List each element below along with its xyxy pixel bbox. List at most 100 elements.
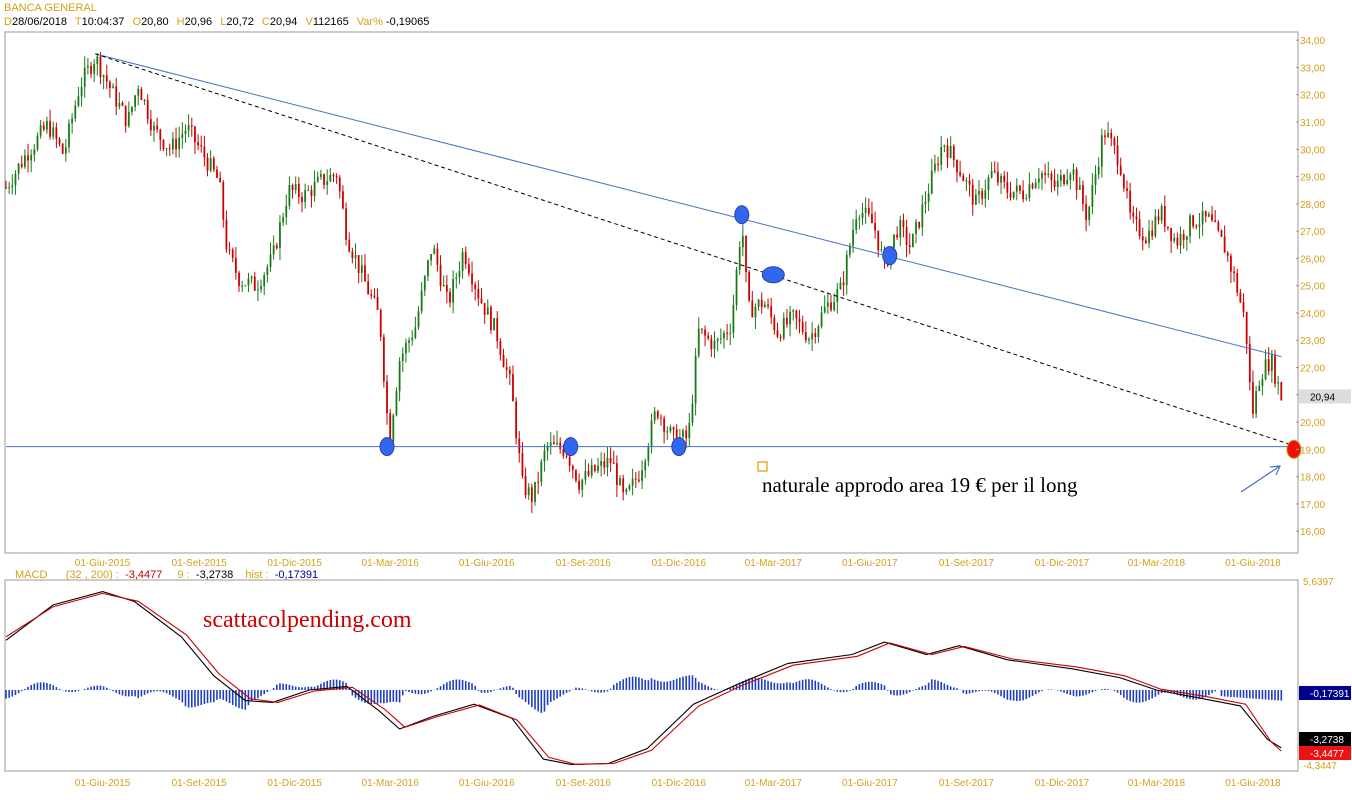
candle-body xyxy=(578,480,581,490)
candle-body xyxy=(1069,174,1072,181)
hist-value: -0,17391 xyxy=(274,569,319,581)
candle-body xyxy=(112,86,114,89)
candle-body xyxy=(313,181,316,197)
candle-body xyxy=(908,244,911,248)
candle-body xyxy=(1100,135,1103,167)
candle-body xyxy=(14,173,17,186)
candle-body xyxy=(1255,391,1258,414)
candle-body xyxy=(190,125,193,127)
macd-x-tick-label: 01-Mar-2018 xyxy=(1128,778,1186,789)
candle-body xyxy=(751,300,754,318)
candle-body xyxy=(149,119,152,131)
candle-body xyxy=(436,248,439,265)
candle-body xyxy=(389,413,392,441)
candle-body xyxy=(1078,185,1081,190)
candle-body xyxy=(329,174,332,182)
candle-body xyxy=(993,170,996,172)
candle-body xyxy=(656,411,659,418)
touch-marker xyxy=(671,437,687,457)
close-label: C xyxy=(261,16,270,28)
candle-body xyxy=(704,329,706,336)
candle-body xyxy=(587,471,590,476)
macd-params: (32 , 200) : xyxy=(65,569,119,581)
candle-body xyxy=(1025,198,1028,200)
candle-body xyxy=(1000,175,1002,183)
price-y-tick-label: 26,00 xyxy=(1300,254,1325,265)
candle-body xyxy=(981,191,984,199)
candle-body xyxy=(354,255,357,259)
candle-body xyxy=(814,333,817,337)
candle-body xyxy=(518,438,521,454)
candle-body xyxy=(46,120,48,130)
candle-body xyxy=(867,207,870,214)
price-layer xyxy=(5,52,1302,514)
candle-body xyxy=(1270,354,1273,372)
candle-body xyxy=(534,481,536,502)
candle-body xyxy=(310,189,313,197)
candle-body xyxy=(540,461,543,483)
candle-body xyxy=(1170,228,1172,241)
price-y-tick-label: 27,00 xyxy=(1300,227,1325,238)
candle-body xyxy=(1129,190,1132,213)
candle-body xyxy=(1261,379,1264,386)
candle-body xyxy=(1116,145,1119,166)
candle-body xyxy=(1160,206,1163,221)
candle-body xyxy=(102,75,105,78)
candle-body xyxy=(1044,173,1047,175)
candle-body xyxy=(918,221,921,228)
candle-body xyxy=(93,63,96,74)
candle-body xyxy=(524,475,527,496)
candle-body xyxy=(11,185,14,188)
candle-body xyxy=(1041,173,1043,179)
candle-body xyxy=(109,81,111,89)
candle-body xyxy=(68,123,70,148)
candle-body xyxy=(1223,236,1226,253)
price-y-tick-label: 28,00 xyxy=(1300,200,1325,211)
time-value: 10:04:37 xyxy=(81,16,125,28)
candle-body xyxy=(609,457,612,463)
candle-body xyxy=(899,220,902,238)
candle-body xyxy=(370,294,373,296)
candle-body xyxy=(216,169,218,178)
candle-body xyxy=(1094,174,1097,185)
candle-body xyxy=(342,191,344,209)
candle-body xyxy=(1274,354,1276,384)
macd-header: MACD (32 , 200) : -3,4477 9 : -3,2738 hi… xyxy=(15,569,318,581)
price-y-tick-label: 25,00 xyxy=(1300,282,1325,293)
candle-body xyxy=(1135,216,1138,220)
price-y-tick-label: 16,00 xyxy=(1300,527,1325,538)
candle-body xyxy=(1053,180,1056,187)
candle-body xyxy=(968,180,971,185)
candle-body xyxy=(168,148,171,150)
candle-body xyxy=(105,75,108,82)
candle-body xyxy=(1277,382,1280,384)
candle-body xyxy=(833,301,836,311)
macd-x-tick-label: 01-Giu-2018 xyxy=(1225,778,1281,789)
macd-panel-frame xyxy=(4,579,1299,772)
candle-body xyxy=(439,264,442,286)
candle-body xyxy=(1230,255,1232,272)
candle-body xyxy=(1028,184,1031,199)
candle-body xyxy=(1201,210,1204,225)
target-marker xyxy=(1286,439,1302,459)
candle-body xyxy=(326,181,329,185)
high-value: 20,96 xyxy=(184,16,213,28)
candle-body xyxy=(335,176,338,178)
candle-body xyxy=(395,391,398,416)
candle-body xyxy=(165,148,168,150)
candle-body xyxy=(477,289,480,299)
candle-body xyxy=(559,442,562,450)
macd-x-tick-label: 01-Mar-2017 xyxy=(745,778,803,789)
candle-body xyxy=(181,134,184,138)
candle-body xyxy=(184,130,187,135)
candle-body xyxy=(464,252,467,265)
candle-body xyxy=(726,332,728,334)
macd-value-label: -3,4477 xyxy=(1310,749,1344,760)
macd-x-tick-label: 01-Set-2015 xyxy=(172,778,227,789)
candle-body xyxy=(153,125,155,131)
price-panel-frame xyxy=(4,31,1299,554)
price-x-tick-label: 01-Dic-2015 xyxy=(267,558,322,569)
candle-body xyxy=(99,56,102,78)
candle-body xyxy=(458,271,461,278)
candle-body xyxy=(124,105,127,127)
